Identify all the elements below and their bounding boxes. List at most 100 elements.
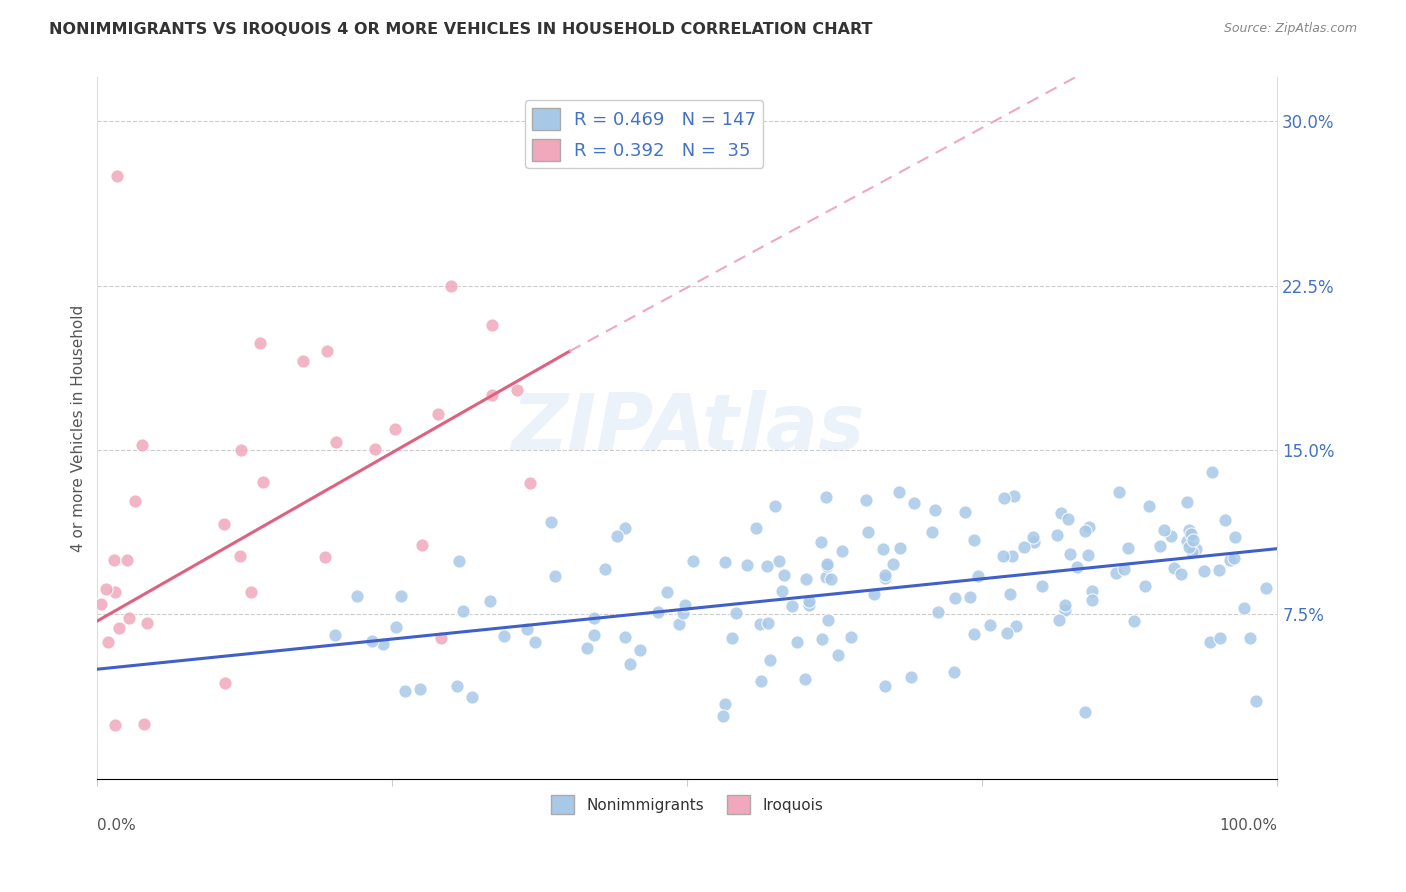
Point (655, 585, 678, 599)
Point (749, 673, 772, 688)
Point (104, 717, 127, 731)
Point (90, 598, 112, 612)
Point (1105, 566, 1128, 581)
Point (942, 665, 965, 679)
Point (979, 618, 1001, 632)
Point (714, 555, 737, 569)
Point (855, 492, 877, 507)
Text: 100.0%: 100.0% (1219, 818, 1277, 833)
Point (887, 485, 910, 500)
Point (724, 606, 747, 620)
Point (516, 623, 538, 637)
Point (794, 673, 817, 687)
Point (1219, 552, 1241, 566)
Point (924, 502, 946, 516)
Point (292, 354, 315, 368)
Point (1201, 465, 1223, 479)
Point (959, 590, 981, 604)
Point (1181, 533, 1204, 548)
Point (136, 615, 159, 630)
Point (953, 505, 976, 519)
Point (409, 682, 432, 697)
Point (481, 318, 503, 332)
Point (711, 709, 734, 723)
Point (1057, 512, 1080, 526)
Point (796, 572, 818, 586)
Point (506, 383, 529, 397)
Point (1153, 523, 1175, 537)
Point (1059, 547, 1081, 561)
Point (231, 443, 253, 458)
Point (875, 679, 897, 693)
Point (447, 553, 470, 567)
Point (252, 475, 274, 490)
Point (815, 490, 838, 504)
Point (583, 628, 606, 642)
Point (672, 606, 695, 620)
Point (763, 499, 786, 513)
Point (943, 591, 966, 606)
Point (360, 634, 382, 648)
Y-axis label: 4 or more Vehicles in Household: 4 or more Vehicles in Household (72, 304, 86, 552)
Point (735, 558, 758, 573)
Point (1074, 524, 1097, 539)
Point (492, 629, 515, 643)
Point (249, 336, 271, 351)
Point (523, 635, 546, 649)
Point (863, 586, 886, 600)
Point (115, 552, 138, 566)
Point (1022, 530, 1045, 544)
Point (1225, 530, 1247, 544)
Point (394, 684, 416, 698)
Point (995, 626, 1018, 640)
Point (1123, 614, 1146, 628)
Point (1194, 564, 1216, 578)
Point (1053, 603, 1076, 617)
Point (364, 442, 387, 457)
Point (323, 628, 346, 642)
Point (820, 573, 842, 587)
Point (446, 679, 468, 693)
Point (461, 690, 484, 704)
Point (815, 557, 838, 571)
Point (595, 562, 617, 576)
Point (815, 559, 838, 574)
Point (903, 495, 925, 509)
Point (1185, 542, 1208, 557)
Point (1170, 566, 1192, 581)
Point (1074, 705, 1097, 719)
Point (214, 517, 236, 532)
Point (1223, 550, 1246, 565)
Point (927, 605, 949, 619)
Point (1233, 601, 1256, 615)
Point (1050, 506, 1073, 520)
Point (103, 552, 125, 566)
Point (628, 642, 651, 657)
Point (1000, 587, 1022, 601)
Point (606, 529, 628, 543)
Point (214, 676, 236, 690)
Point (1001, 549, 1024, 563)
Point (1208, 564, 1230, 578)
Point (389, 589, 412, 603)
Point (1175, 494, 1198, 508)
Point (827, 648, 849, 662)
Point (384, 619, 406, 633)
Point (1114, 562, 1136, 576)
Point (756, 615, 779, 630)
Point (921, 524, 943, 539)
Point (1163, 560, 1185, 574)
Point (1066, 560, 1088, 574)
Point (817, 613, 839, 627)
Point (314, 550, 336, 565)
Point (714, 698, 737, 712)
Legend: Nonimmigrants, Iroquois: Nonimmigrants, Iroquois (546, 789, 830, 821)
Point (373, 637, 395, 651)
Point (799, 599, 821, 613)
Point (1005, 619, 1028, 633)
Point (104, 584, 127, 599)
Point (478, 593, 501, 607)
Point (1180, 527, 1202, 541)
Point (749, 616, 772, 631)
Point (411, 538, 433, 552)
